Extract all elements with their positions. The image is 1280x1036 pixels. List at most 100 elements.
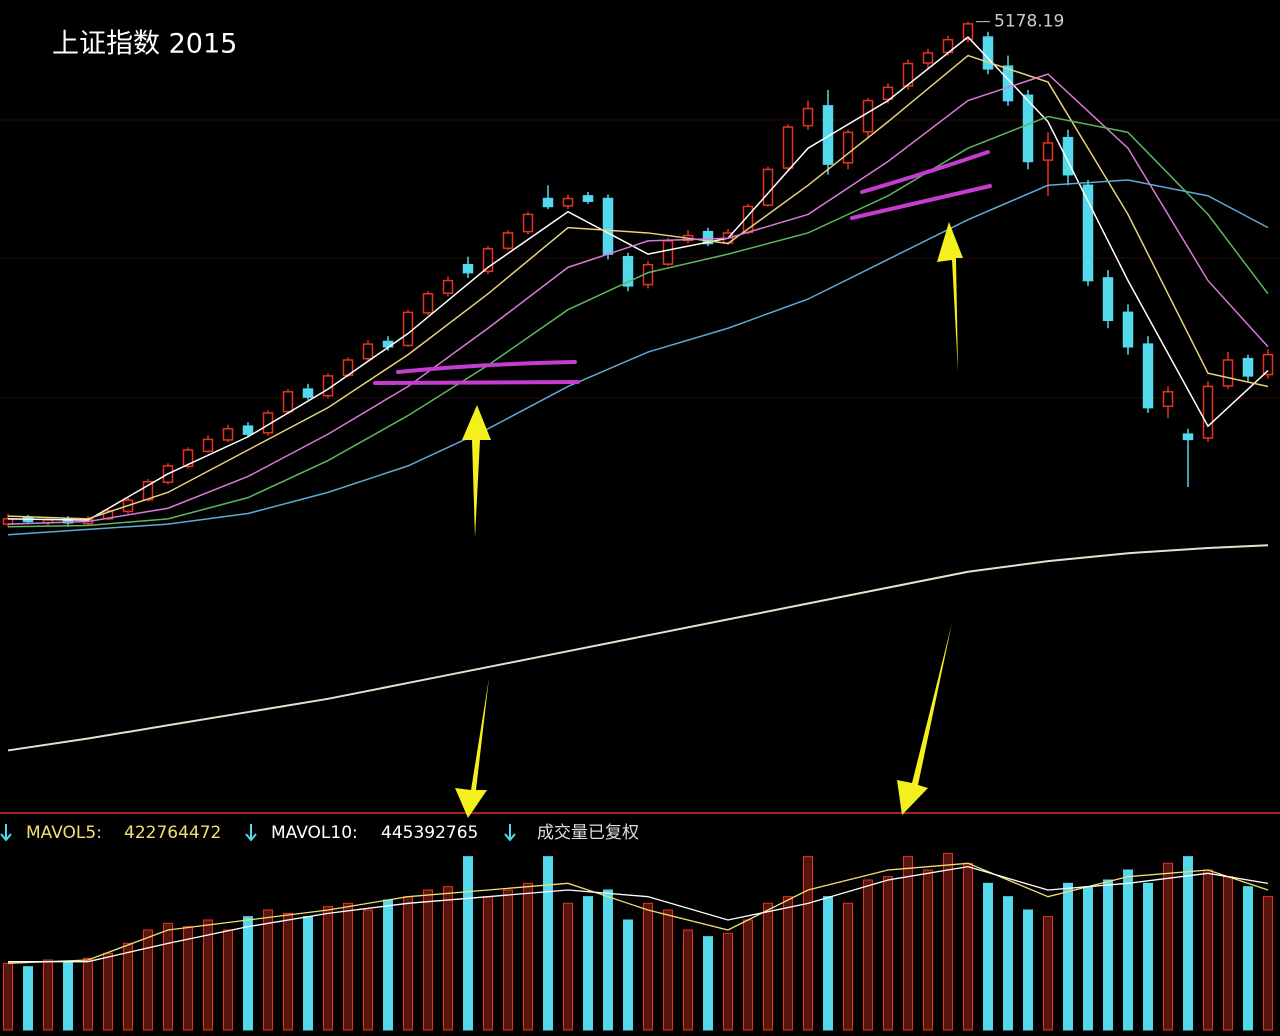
highlight-line [860,150,990,194]
candle-body [422,293,434,314]
candle-body [502,232,514,250]
volume-bar [1223,876,1233,1031]
volume-bar [1243,886,1253,1031]
candle-body [842,131,854,164]
arrow-icon [245,824,257,842]
legend-label: MAVOL10: [271,823,358,843]
volume-bar [1143,882,1153,1031]
candle-body [702,230,714,245]
volume-bar [1123,869,1133,1031]
candle-body [562,197,574,207]
arrow-icon [0,824,12,842]
volume-bar [163,922,173,1031]
candle-body [142,481,154,501]
highlight-line [850,184,992,220]
candle-body [622,256,634,287]
candle-body [462,263,474,274]
candle-body [182,449,194,468]
volume-bar [123,942,133,1031]
volume-bar [1263,896,1273,1031]
candle-body [442,279,454,295]
volume-bar [1163,862,1173,1031]
volume-bar [543,856,553,1031]
ma-line [7,54,1269,520]
candle-body [1062,136,1074,176]
candle-body [762,168,774,206]
candle-body [982,36,994,70]
candle-body [1182,433,1194,441]
candle-body [242,425,254,435]
ma-line [7,544,1269,752]
mavol-line [8,866,1269,963]
volume-bar [283,912,293,1031]
candle-body [862,99,874,133]
volume-bar [243,916,253,1031]
volume-bar [563,902,573,1031]
volume-bar [383,899,393,1031]
volume-bar [983,882,993,1031]
candle-body [782,126,794,169]
volume-bar [883,876,893,1031]
volume-bar [703,936,713,1031]
highlight-line [373,380,580,385]
volume-bar [3,962,13,1031]
candle-body [362,343,374,360]
arrow-down [455,678,489,818]
candle-body [1162,391,1174,408]
candle-body [902,62,914,87]
volume-bar [623,919,633,1031]
volume-bar [583,896,593,1031]
candle-body [282,391,294,413]
candle-body [302,388,314,398]
peak-label: 5178.19 [994,12,1064,32]
volume-bar [603,889,613,1031]
candle-body [1202,385,1214,439]
volume-bar [523,882,533,1031]
volume-bar [963,862,973,1031]
volume-bar [943,852,953,1031]
arrow-down [897,623,952,815]
candle-body [202,438,214,453]
annotations [373,150,992,818]
candle-body [222,428,234,441]
volume-bar [203,919,213,1031]
volume-bar [1003,896,1013,1031]
volume-bar [1043,916,1053,1031]
volume-bar [763,902,773,1031]
candle-body [1102,277,1114,322]
volume-bars [3,852,1273,1031]
volume-bar [643,902,653,1031]
volume-bar [23,966,33,1031]
ma-line [7,115,1269,528]
ma-lines [7,36,1269,752]
volume-bar [1083,886,1093,1031]
legend-label: MAVOL5: [26,823,102,843]
candle-body [1022,94,1034,163]
volume-bar [263,909,273,1031]
candle-body [582,195,594,202]
volume-bar [143,929,153,1031]
arrow-up [937,222,963,372]
chart-title: 上证指数 2015 [52,29,237,60]
volume-bar [803,856,813,1031]
volume-bar [223,929,233,1031]
volume-bar [443,886,453,1031]
volume-bar [43,959,53,1031]
volume-bar [1103,879,1113,1031]
candle-body [1242,357,1254,377]
volume-bar [1203,869,1213,1031]
volume-bar [903,856,913,1031]
plot-area [2,21,1274,1031]
volume-bar [323,906,333,1031]
mavol-line [7,862,1269,964]
arrow-icon [504,824,516,842]
candles [2,21,1274,527]
volume-bar [923,869,933,1031]
candle-body [1222,359,1234,387]
volume-bar [1183,856,1193,1031]
candle-body [822,105,834,165]
candle-body [662,240,674,265]
volume-bar [343,902,353,1031]
volume-bar [823,896,833,1031]
